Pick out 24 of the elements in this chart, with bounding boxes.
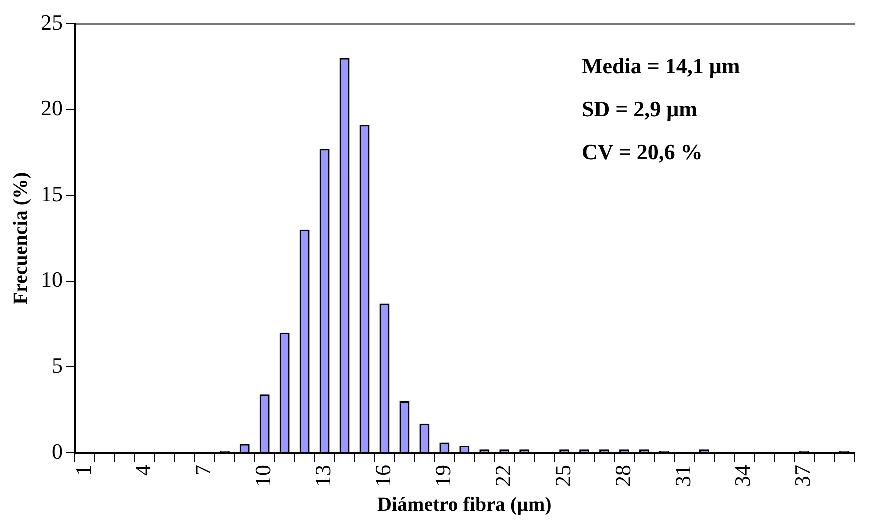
x-tick-label: 22 xyxy=(490,465,516,487)
annotation: CV = 20,6 % xyxy=(582,140,703,165)
x-tick-label: 28 xyxy=(610,465,636,487)
annotation: SD = 2,9 μm xyxy=(582,96,698,122)
x-tick-label: 16 xyxy=(370,465,396,487)
annotation: Media = 14,1 μm xyxy=(582,54,740,79)
x-tick-label: 10 xyxy=(250,465,276,487)
x-tick-label: 13 xyxy=(310,465,336,487)
y-tick-label: 15 xyxy=(41,181,63,206)
x-tick-label: 4 xyxy=(130,465,156,476)
x-tick-label: 25 xyxy=(550,465,576,487)
y-tick-label: 10 xyxy=(41,267,63,292)
y-axis-title: Frecuencia (%) xyxy=(10,172,32,305)
y-tick-label: 5 xyxy=(52,352,63,378)
x-tick-label: 7 xyxy=(190,465,216,476)
y-tick-label: 20 xyxy=(41,96,63,121)
x-tick-label: 31 xyxy=(670,465,696,487)
y-tick-label: 25 xyxy=(41,10,63,35)
x-tick-label: 19 xyxy=(430,465,456,487)
x-axis-title: Diámetro fibra (μm) xyxy=(378,494,552,516)
x-tick-label: 37 xyxy=(790,465,816,487)
x-tick-label: 1 xyxy=(70,465,96,476)
y-tick-label: 0 xyxy=(52,438,63,464)
x-tick-label: 34 xyxy=(730,465,756,487)
